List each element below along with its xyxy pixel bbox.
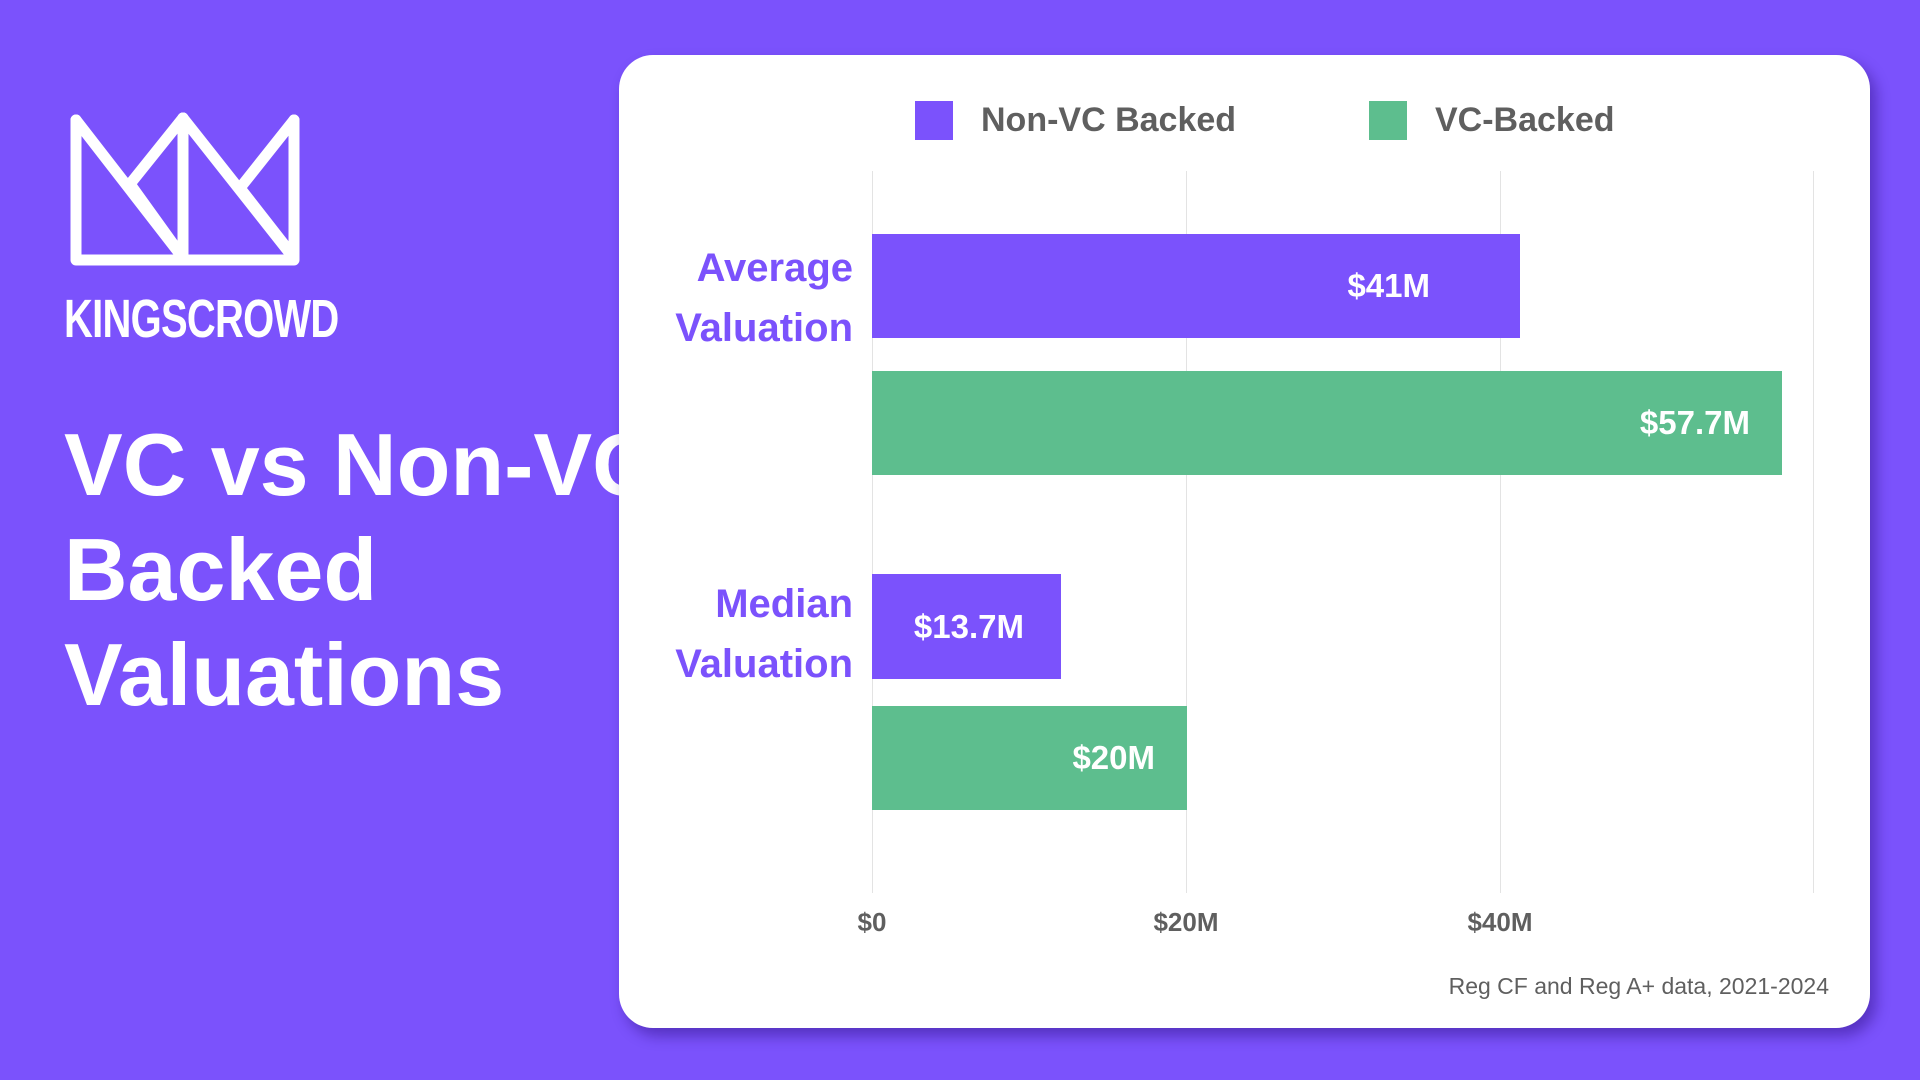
category-line: Valuation [675,642,853,686]
data-source-note: Reg CF and Reg A+ data, 2021-2024 [1448,973,1829,999]
gridline-20m [1186,171,1187,893]
bar-median-vc: $20M [872,706,1187,810]
bar-average-non-vc: $41M [872,234,1520,338]
bar-value-label: $20M [1072,739,1155,776]
legend-item-non-vc: Non-VC Backed [915,101,1236,140]
brand-name: KINGSCROWD [64,289,339,349]
title-line-3: Valuations [64,625,505,724]
kingscrowd-logo [64,108,304,348]
x-tick-20m: $20M [1153,907,1219,937]
gridline-40m [1500,171,1501,893]
bar-value-label: $13.7M [913,607,1024,645]
legend-swatch-non-vc [915,101,953,140]
legend-label-non-vc: Non-VC Backed [981,101,1237,139]
legend-label-vc: VC-Backed [1435,101,1615,139]
bar-value-label: $57.7M [1639,404,1750,441]
gridline-60m [1813,171,1814,893]
gridline-0 [872,171,873,893]
category-line: Median [715,582,853,626]
category-label-median: Median Valuation [675,574,853,694]
title-line-2: Backed [64,520,378,619]
category-line: Average [696,246,853,290]
page-title: VC vs Non-VC Backed Valuations [64,412,656,727]
chart-card: Non-VC Backed VC-Backed Average Valuatio… [619,55,1870,1028]
x-tick-0: $0 [857,907,887,937]
bar-value-label: $41M [1347,267,1430,304]
legend-item-vc: VC-Backed [1369,101,1615,140]
x-tick-40m: $40M [1467,907,1533,937]
category-label-average: Average Valuation [675,238,853,358]
category-line: Valuation [675,306,853,350]
bar-median-non-vc: $13.7M [872,574,1061,679]
title-line-1: VC vs Non-VC [64,415,656,514]
legend-swatch-vc [1369,101,1407,140]
crown-icon [70,112,300,266]
bar-average-vc: $57.7M [872,371,1782,475]
